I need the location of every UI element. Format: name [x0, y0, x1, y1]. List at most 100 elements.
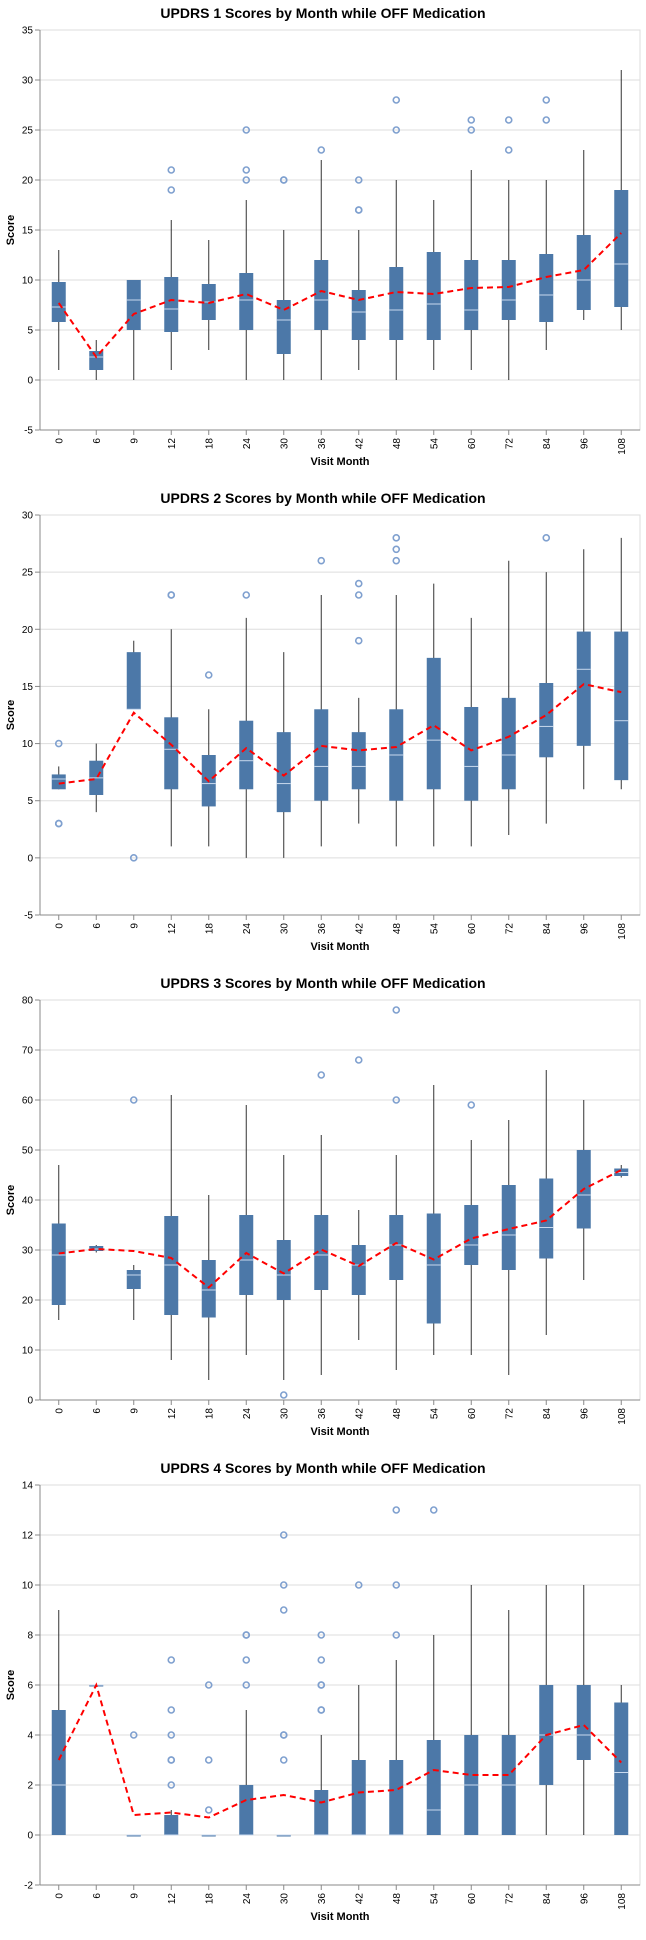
outlier-point [242, 1681, 251, 1689]
x-tick-label: 96 [579, 1893, 590, 1905]
outlier-point [317, 556, 326, 565]
outlier-point [542, 96, 551, 104]
outlier-point [504, 146, 513, 154]
outlier-point [317, 146, 326, 154]
x-tick-label: 9 [129, 1893, 140, 1899]
outlier-point [392, 1096, 401, 1104]
x-tick-label: 72 [504, 1893, 515, 1905]
x-axis-title: Visit Month [310, 941, 369, 953]
x-tick-label: 96 [579, 438, 590, 450]
x-tick-label: 84 [542, 1893, 553, 1905]
outlier-point [242, 1656, 251, 1664]
y-axis-title: Score [5, 215, 17, 246]
box-9 [126, 280, 141, 380]
outlier-point [392, 96, 401, 104]
chart-panel-2: UPDRS 2 Scores by Month while OFF Medica… [0, 485, 646, 970]
box-iqr [501, 260, 516, 320]
outlier-point [354, 1581, 363, 1589]
box-iqr [201, 1835, 216, 1837]
x-tick-label: 96 [579, 923, 590, 935]
y-tick-label: -5 [24, 426, 33, 437]
box-54 [426, 1085, 441, 1355]
chart-title: UPDRS 2 Scores by Month while OFF Medica… [160, 490, 485, 506]
y-tick-label: 30 [22, 1246, 34, 1257]
outlier-point [279, 1756, 288, 1764]
box-iqr [539, 254, 554, 322]
x-tick-label: 36 [317, 438, 328, 450]
outlier-point [167, 166, 176, 174]
box-72 [501, 1120, 516, 1375]
box-30 [276, 652, 291, 858]
box-36 [314, 556, 329, 847]
box-30 [276, 1531, 291, 1837]
box-18 [201, 671, 216, 847]
box-iqr [614, 631, 629, 781]
box-36 [314, 1071, 329, 1375]
x-tick-label: 6 [92, 1408, 103, 1414]
box-36 [314, 1631, 329, 1836]
outlier-point [167, 1706, 176, 1714]
box-24 [239, 591, 254, 858]
y-tick-label: 80 [22, 996, 34, 1007]
box-iqr [614, 190, 629, 307]
y-axis-title: Score [5, 1670, 17, 1701]
x-tick-label: 18 [204, 1893, 215, 1905]
x-tick-label: 36 [317, 1408, 328, 1420]
x-tick-label: 72 [504, 923, 515, 935]
box-iqr [276, 1240, 291, 1300]
box-84 [539, 96, 554, 350]
box-18 [201, 240, 216, 350]
y-tick-label: 10 [22, 1346, 34, 1357]
x-tick-label: 108 [617, 438, 628, 455]
x-tick-label: 36 [317, 923, 328, 935]
box-12 [164, 1656, 179, 1836]
x-tick-label: 24 [242, 438, 253, 450]
x-tick-label: 18 [204, 923, 215, 935]
mean-line [58, 1169, 622, 1289]
outlier-point [167, 1731, 176, 1739]
outlier-point [429, 1506, 438, 1514]
x-tick-label: 6 [92, 438, 103, 444]
outlier-point [167, 1656, 176, 1664]
x-tick-label: 84 [542, 438, 553, 450]
box-iqr [239, 273, 254, 330]
outlier-point [392, 126, 401, 134]
outlier-point [542, 116, 551, 124]
x-tick-label: 30 [279, 923, 290, 935]
y-tick-label: 0 [27, 853, 33, 864]
box-iqr [314, 1215, 329, 1290]
box-iqr [314, 1790, 329, 1835]
chart-title: UPDRS 1 Scores by Month while OFF Medica… [160, 5, 485, 21]
x-tick-label: 18 [204, 438, 215, 450]
y-tick-label: 30 [22, 76, 34, 87]
y-tick-label: -5 [24, 911, 33, 922]
outlier-point [242, 126, 251, 134]
y-tick-label: 70 [22, 1046, 34, 1057]
outlier-point [467, 116, 476, 124]
x-tick-label: 0 [54, 1408, 65, 1414]
box-6 [89, 340, 104, 380]
x-tick-label: 60 [467, 1408, 478, 1420]
y-tick-label: 20 [22, 1296, 34, 1307]
box-iqr [464, 707, 479, 801]
y-tick-label: 5 [27, 326, 33, 337]
box-108 [614, 537, 629, 790]
box-iqr [314, 260, 329, 330]
box-iqr [389, 267, 404, 340]
box-9 [126, 1096, 141, 1320]
box-iqr [51, 282, 66, 322]
box-24 [239, 1105, 254, 1355]
outlier-point [129, 854, 138, 862]
box-iqr [51, 1710, 66, 1835]
box-108 [614, 70, 629, 330]
box-72 [501, 116, 516, 380]
box-iqr [501, 697, 516, 790]
box-42 [351, 1056, 366, 1340]
x-tick-label: 42 [354, 1893, 365, 1905]
box-iqr [126, 1270, 141, 1289]
chart-svg-1: UPDRS 1 Scores by Month while OFF Medica… [5, 5, 641, 468]
y-tick-label: 0 [27, 376, 33, 387]
outlier-point [467, 1101, 476, 1109]
box-48 [389, 1506, 404, 1836]
outlier-point [392, 545, 401, 554]
